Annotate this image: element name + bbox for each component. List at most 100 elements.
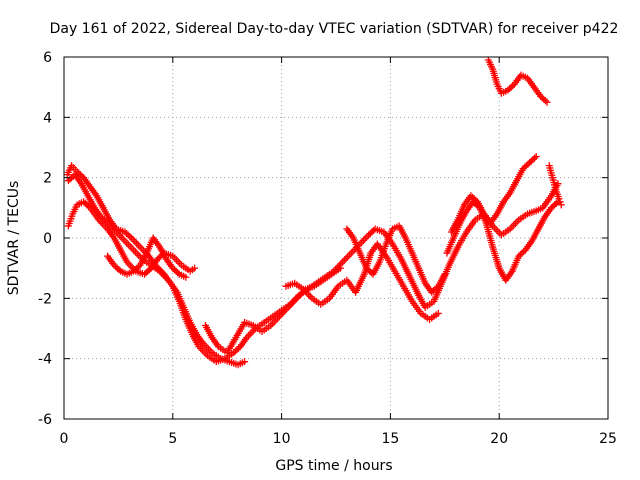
data-point [555, 195, 563, 203]
x-tick-label: 5 [168, 431, 177, 447]
data-point [537, 92, 545, 100]
data-point [366, 229, 374, 237]
data-point [182, 273, 190, 281]
data-point [81, 199, 89, 207]
data-point [370, 226, 378, 234]
data-point [549, 202, 557, 210]
data-point [115, 266, 123, 274]
data-point [113, 264, 121, 272]
data-point [521, 163, 529, 171]
data-point [142, 269, 150, 277]
data-point [84, 202, 92, 210]
data-point [516, 251, 524, 259]
data-point [529, 156, 537, 164]
y-tick-label: 4 [43, 110, 52, 126]
data-point [133, 264, 141, 272]
data-point [538, 94, 546, 102]
data-point [172, 267, 180, 275]
data-point [155, 254, 163, 262]
data-point [515, 252, 523, 260]
chart-title: Day 161 of 2022, Sidereal Day-to-day VTE… [50, 21, 619, 37]
data-point [469, 193, 477, 201]
axis-ticks [63, 56, 609, 420]
data-point [141, 270, 149, 278]
x-tick-label: 0 [60, 431, 69, 447]
data-point [527, 157, 535, 165]
data-point [368, 228, 376, 236]
x-tick-label: 20 [490, 431, 508, 447]
data-point [543, 98, 551, 106]
data-point [541, 97, 549, 105]
y-tick-label: 6 [43, 50, 52, 66]
data-point [169, 264, 177, 272]
y-tick-label: -4 [38, 352, 52, 368]
data-point [467, 192, 475, 200]
data-point [154, 255, 162, 263]
data-point [83, 201, 91, 209]
data-point [524, 160, 532, 168]
data-point [429, 287, 437, 295]
data-point [233, 346, 241, 354]
data-point [231, 347, 239, 355]
data-point [507, 83, 515, 91]
data-point [191, 264, 199, 272]
y-tick-label: 2 [43, 171, 52, 187]
data-point [362, 264, 370, 272]
data-point [130, 267, 138, 275]
data-point [547, 204, 555, 212]
x-tick-label: 15 [381, 431, 399, 447]
data-point [470, 195, 478, 203]
data-point [80, 198, 88, 206]
x-axis-label: GPS time / hours [275, 458, 392, 474]
data-point [131, 266, 139, 274]
data-point [434, 309, 442, 317]
data-point [433, 284, 441, 292]
y-tick-label: -2 [38, 291, 52, 307]
data-point [526, 159, 534, 167]
y-tick-label: 0 [43, 231, 52, 247]
data-point [531, 154, 539, 162]
data-point [123, 229, 131, 237]
data-point [431, 285, 439, 293]
data-point [174, 269, 182, 277]
data-point [230, 349, 238, 357]
data-point [124, 231, 132, 239]
data-point [428, 288, 436, 296]
y-axis-label: SDTVAR / TECUs [6, 181, 22, 296]
data-point [126, 232, 134, 240]
x-tick-label: 25 [599, 431, 617, 447]
data-point [557, 201, 565, 209]
data-points [63, 56, 565, 369]
data-point [110, 261, 118, 269]
data-point [522, 162, 530, 170]
data-point [112, 263, 120, 271]
data-point [441, 270, 449, 278]
data-point [532, 153, 540, 161]
data-point [241, 358, 249, 366]
data-point [518, 249, 526, 257]
data-point [556, 198, 564, 206]
data-point [336, 264, 344, 272]
data-point [519, 165, 527, 173]
data-point [66, 175, 74, 183]
data-point [121, 228, 129, 236]
y-tick-label: -6 [38, 412, 52, 428]
data-point [170, 266, 178, 274]
data-point [506, 85, 514, 93]
data-point [144, 267, 152, 275]
data-point [472, 196, 480, 204]
data-point [554, 180, 562, 188]
data-point [135, 263, 143, 271]
data-point [551, 201, 559, 209]
x-tick-label: 10 [273, 431, 291, 447]
data-point [364, 266, 372, 274]
data-point [552, 199, 560, 207]
data-point [540, 95, 548, 103]
data-point [365, 231, 373, 239]
tick-labels: 0 5 10 15 20 25 -6 -4 -2 0 2 4 6 [38, 50, 617, 447]
data-point [366, 267, 374, 275]
data-point [504, 86, 512, 94]
gridlines [64, 57, 608, 419]
data-point [64, 177, 72, 185]
